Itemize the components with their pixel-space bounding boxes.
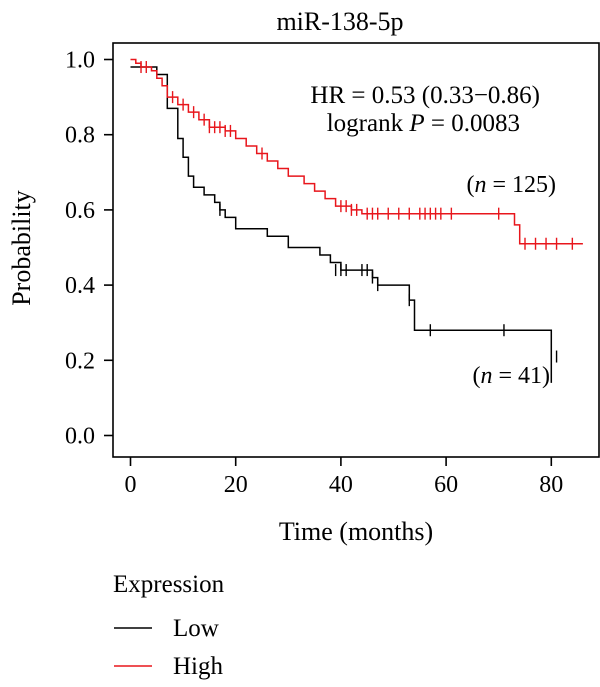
y-axis-label: Probability (7, 190, 36, 306)
legend: Expression Low High (113, 571, 225, 680)
y-tick-label: 0.4 (65, 273, 95, 299)
x-tick-label: 0 (125, 472, 137, 498)
y-axis: 0.0 0.2 0.4 0.6 0.8 1.0 (65, 48, 113, 450)
n-high-label: (n = 125) (466, 172, 556, 198)
x-tick-label: 60 (434, 472, 458, 498)
y-tick-label: 1.0 (65, 48, 95, 74)
plot-frame (112, 42, 600, 458)
legend-label-low: Low (173, 615, 219, 642)
series-high-curve (130, 58, 583, 245)
x-tick-label: 80 (539, 472, 563, 498)
hr-annotation: HR = 0.53 (0.33−0.86) (310, 82, 540, 109)
series-high (130, 58, 583, 250)
x-axis: 0 20 40 60 80 (125, 457, 563, 498)
chart-title: miR-138-5p (276, 7, 403, 36)
legend-title: Expression (113, 571, 225, 598)
y-tick-label: 0.6 (65, 198, 95, 224)
y-tick-label: 0.0 (65, 424, 95, 450)
n-low-label: (n = 41) (472, 363, 550, 389)
x-tick-label: 40 (329, 472, 353, 498)
legend-label-high: High (173, 653, 224, 680)
x-tick-label: 20 (224, 472, 248, 498)
series-low (130, 66, 558, 383)
series-layer (130, 58, 583, 383)
series-low-curve (130, 66, 553, 383)
y-tick-label: 0.2 (65, 348, 95, 374)
x-axis-label: Time (months) (279, 517, 433, 546)
y-tick-label: 0.8 (65, 123, 95, 149)
logrank-annotation: logrank P = 0.0083 (327, 110, 520, 137)
